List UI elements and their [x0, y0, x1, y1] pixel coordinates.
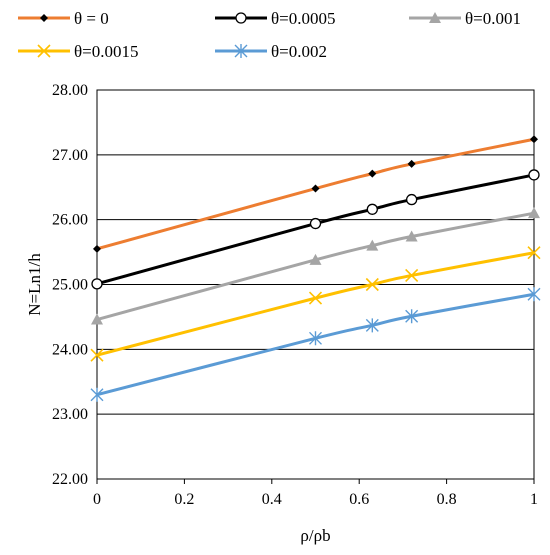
data-point-series-2 — [92, 279, 102, 289]
legend-label-2: θ=0.0005 — [271, 9, 335, 28]
data-point-series-1 — [312, 185, 320, 193]
x-tick-label: 0.8 — [437, 491, 457, 508]
y-tick-label: 22.00 — [52, 471, 88, 488]
data-point-series-1 — [530, 135, 538, 143]
x-axis-title: ρ/ρb — [300, 526, 330, 545]
legend-label-3: θ=0.001 — [465, 9, 521, 28]
y-tick-label: 25.00 — [52, 277, 88, 294]
x-tick-label: 0 — [93, 491, 101, 508]
data-point-series-2 — [407, 195, 417, 205]
data-point-series-2 — [311, 219, 321, 229]
series-line-1 — [97, 139, 534, 249]
x-tick-label: 0.4 — [262, 491, 282, 508]
data-point-series-2 — [529, 170, 539, 180]
legend-marker-1 — [40, 14, 48, 22]
y-tick-label: 26.00 — [52, 212, 88, 229]
series-markers — [91, 135, 540, 401]
legend-label-5: θ=0.002 — [271, 42, 327, 61]
x-tick-label: 1 — [530, 491, 538, 508]
data-point-series-1 — [368, 170, 376, 178]
data-point-series-1 — [408, 160, 416, 168]
legend-marker-2 — [236, 13, 246, 23]
y-axis-ticks: 22.00 23.00 24.00 25.00 26.00 27.00 28.00 — [52, 82, 88, 488]
gridlines — [97, 90, 534, 479]
legend-label-4: θ=0.0015 — [74, 42, 138, 61]
x-axis-ticks: 0 0.2 0.4 0.6 0.8 1 — [93, 479, 538, 508]
y-tick-label: 23.00 — [52, 406, 88, 423]
y-axis-title: N=Ln1/h — [25, 253, 44, 316]
data-point-series-2 — [367, 204, 377, 214]
x-tick-label: 0.6 — [349, 491, 369, 508]
y-tick-label: 28.00 — [52, 82, 88, 99]
legend: θ = 0 θ=0.0005 θ=0.001 θ=0.0015 θ=0.002 — [18, 9, 521, 61]
y-tick-label: 24.00 — [52, 341, 88, 358]
y-tick-label: 27.00 — [52, 147, 88, 164]
legend-label-1: θ = 0 — [74, 9, 109, 28]
series-lines — [97, 139, 534, 394]
data-point-series-1 — [93, 245, 101, 253]
x-tick-label: 0.2 — [174, 491, 194, 508]
